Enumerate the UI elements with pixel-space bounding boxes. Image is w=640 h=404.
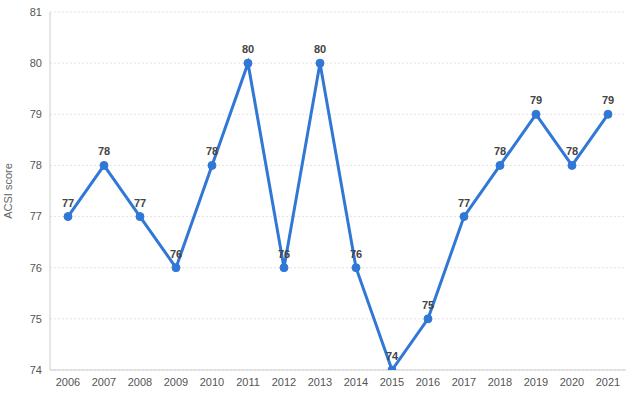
svg-text:ACSI score: ACSI score — [8, 163, 14, 219]
svg-text:76: 76 — [30, 262, 42, 274]
svg-text:78: 78 — [494, 145, 506, 157]
svg-text:74: 74 — [30, 364, 42, 376]
svg-text:78: 78 — [566, 145, 578, 157]
svg-text:76: 76 — [350, 248, 362, 260]
svg-text:78: 78 — [206, 145, 218, 157]
svg-text:2019: 2019 — [524, 376, 548, 388]
svg-text:2014: 2014 — [344, 376, 368, 388]
svg-text:2008: 2008 — [128, 376, 152, 388]
svg-text:74: 74 — [386, 350, 399, 362]
svg-text:2006: 2006 — [56, 376, 80, 388]
svg-text:2007: 2007 — [92, 376, 116, 388]
svg-text:81: 81 — [30, 6, 42, 18]
svg-text:2018: 2018 — [488, 376, 512, 388]
svg-text:75: 75 — [30, 313, 42, 325]
svg-text:77: 77 — [458, 197, 470, 209]
svg-text:2017: 2017 — [452, 376, 476, 388]
svg-text:78: 78 — [98, 145, 110, 157]
svg-text:2015: 2015 — [380, 376, 404, 388]
svg-text:2009: 2009 — [164, 376, 188, 388]
svg-text:77: 77 — [30, 210, 42, 222]
svg-text:2010: 2010 — [200, 376, 224, 388]
svg-text:76: 76 — [278, 248, 290, 260]
svg-text:77: 77 — [62, 197, 74, 209]
svg-text:79: 79 — [602, 94, 614, 106]
svg-text:79: 79 — [530, 94, 542, 106]
svg-text:2011: 2011 — [236, 376, 260, 388]
svg-text:80: 80 — [242, 43, 254, 55]
svg-text:2013: 2013 — [308, 376, 332, 388]
svg-text:80: 80 — [314, 43, 326, 55]
svg-text:75: 75 — [422, 299, 434, 311]
svg-text:2020: 2020 — [560, 376, 584, 388]
svg-text:79: 79 — [30, 108, 42, 120]
svg-text:78: 78 — [30, 159, 42, 171]
svg-text:2016: 2016 — [416, 376, 440, 388]
svg-text:2021: 2021 — [596, 376, 620, 388]
svg-text:77: 77 — [134, 197, 146, 209]
svg-text:76: 76 — [170, 248, 182, 260]
svg-text:2012: 2012 — [272, 376, 296, 388]
svg-text:80: 80 — [30, 57, 42, 69]
